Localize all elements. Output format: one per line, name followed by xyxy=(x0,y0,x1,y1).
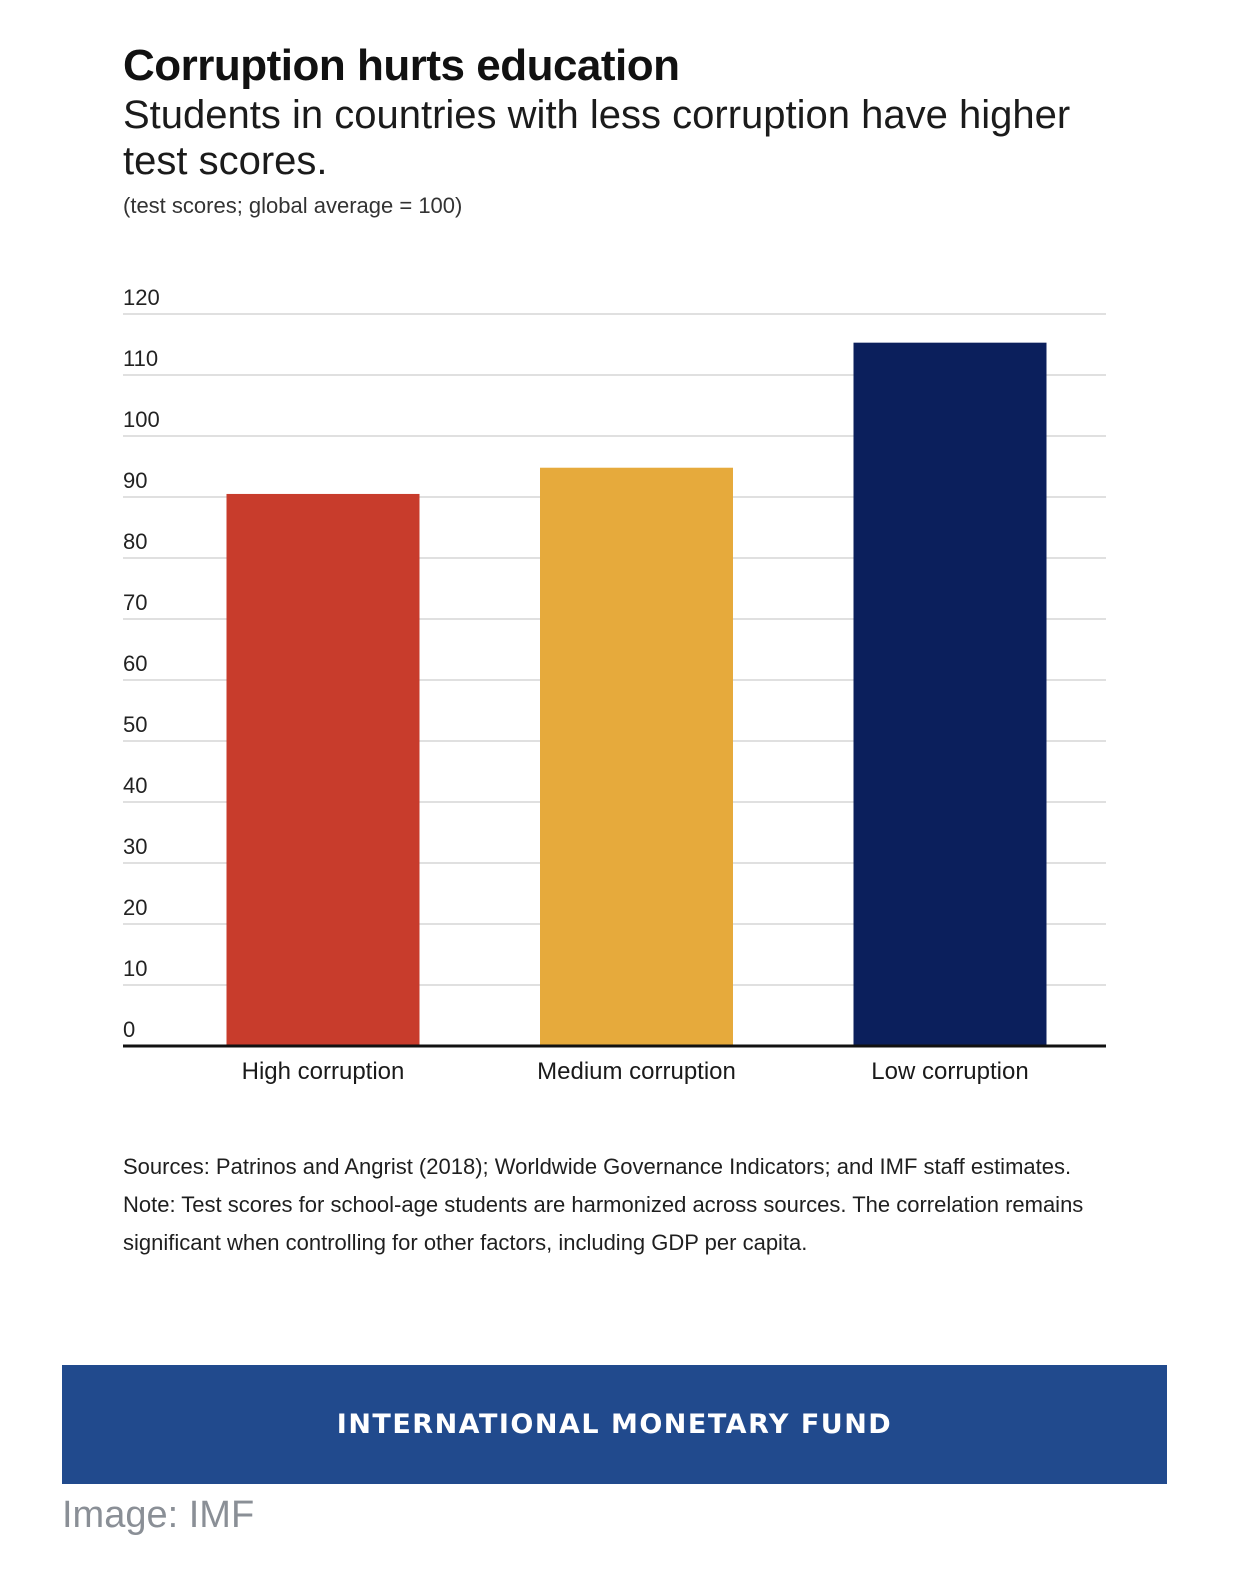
y-tick-label: 110 xyxy=(123,346,158,371)
chart-notes: Sources: Patrinos and Angrist (2018); Wo… xyxy=(123,1148,1123,1262)
x-category-label: High corruption xyxy=(242,1058,405,1085)
chart-title: Corruption hurts education xyxy=(123,41,680,90)
y-tick-label: 20 xyxy=(123,895,147,920)
y-tick-label: 40 xyxy=(123,773,147,798)
y-tick-label: 70 xyxy=(123,590,147,615)
y-tick-label: 90 xyxy=(123,468,147,493)
bar-chart: 0 10 20 30 40 50 60 70 80 90 100 110 120 High corrup… xyxy=(123,285,1106,1085)
y-tick-label: 30 xyxy=(123,834,147,859)
y-tick-label: 60 xyxy=(123,651,147,676)
bar-medium-corruption xyxy=(540,467,733,1047)
sources-text: Sources: Patrinos and Angrist (2018); Wo… xyxy=(123,1154,1072,1179)
note-text: Note: Test scores for school-age student… xyxy=(123,1192,1084,1255)
image-credit: Image: IMF xyxy=(62,1494,255,1536)
chart-subtitle: Students in countries with less corrupti… xyxy=(123,93,1071,183)
imf-footer-band: INTERNATIONAL MONETARY FUND xyxy=(62,1365,1167,1484)
bars xyxy=(226,342,1047,1047)
x-axis-categories: High corruption Medium corruption Low corr… xyxy=(242,1058,1029,1085)
y-tick-label: 0 xyxy=(123,1017,135,1042)
y-tick-label: 10 xyxy=(123,956,147,981)
y-axis-ticks: 0 10 20 30 40 50 60 70 80 90 100 110 120 xyxy=(123,285,160,1042)
x-category-label: Low corruption xyxy=(871,1058,1028,1085)
x-category-label: Medium corruption xyxy=(537,1058,736,1085)
y-tick-label: 80 xyxy=(123,529,147,554)
y-tick-label: 50 xyxy=(123,712,147,737)
bar-low-corruption xyxy=(853,342,1047,1046)
y-tick-label: 100 xyxy=(123,407,160,432)
chart-units-note: (test scores; global average = 100) xyxy=(123,193,463,218)
y-tick-label: 120 xyxy=(123,285,160,310)
bar-high-corruption xyxy=(226,493,420,1046)
imf-brand-text: INTERNATIONAL MONETARY FUND xyxy=(336,1409,893,1440)
